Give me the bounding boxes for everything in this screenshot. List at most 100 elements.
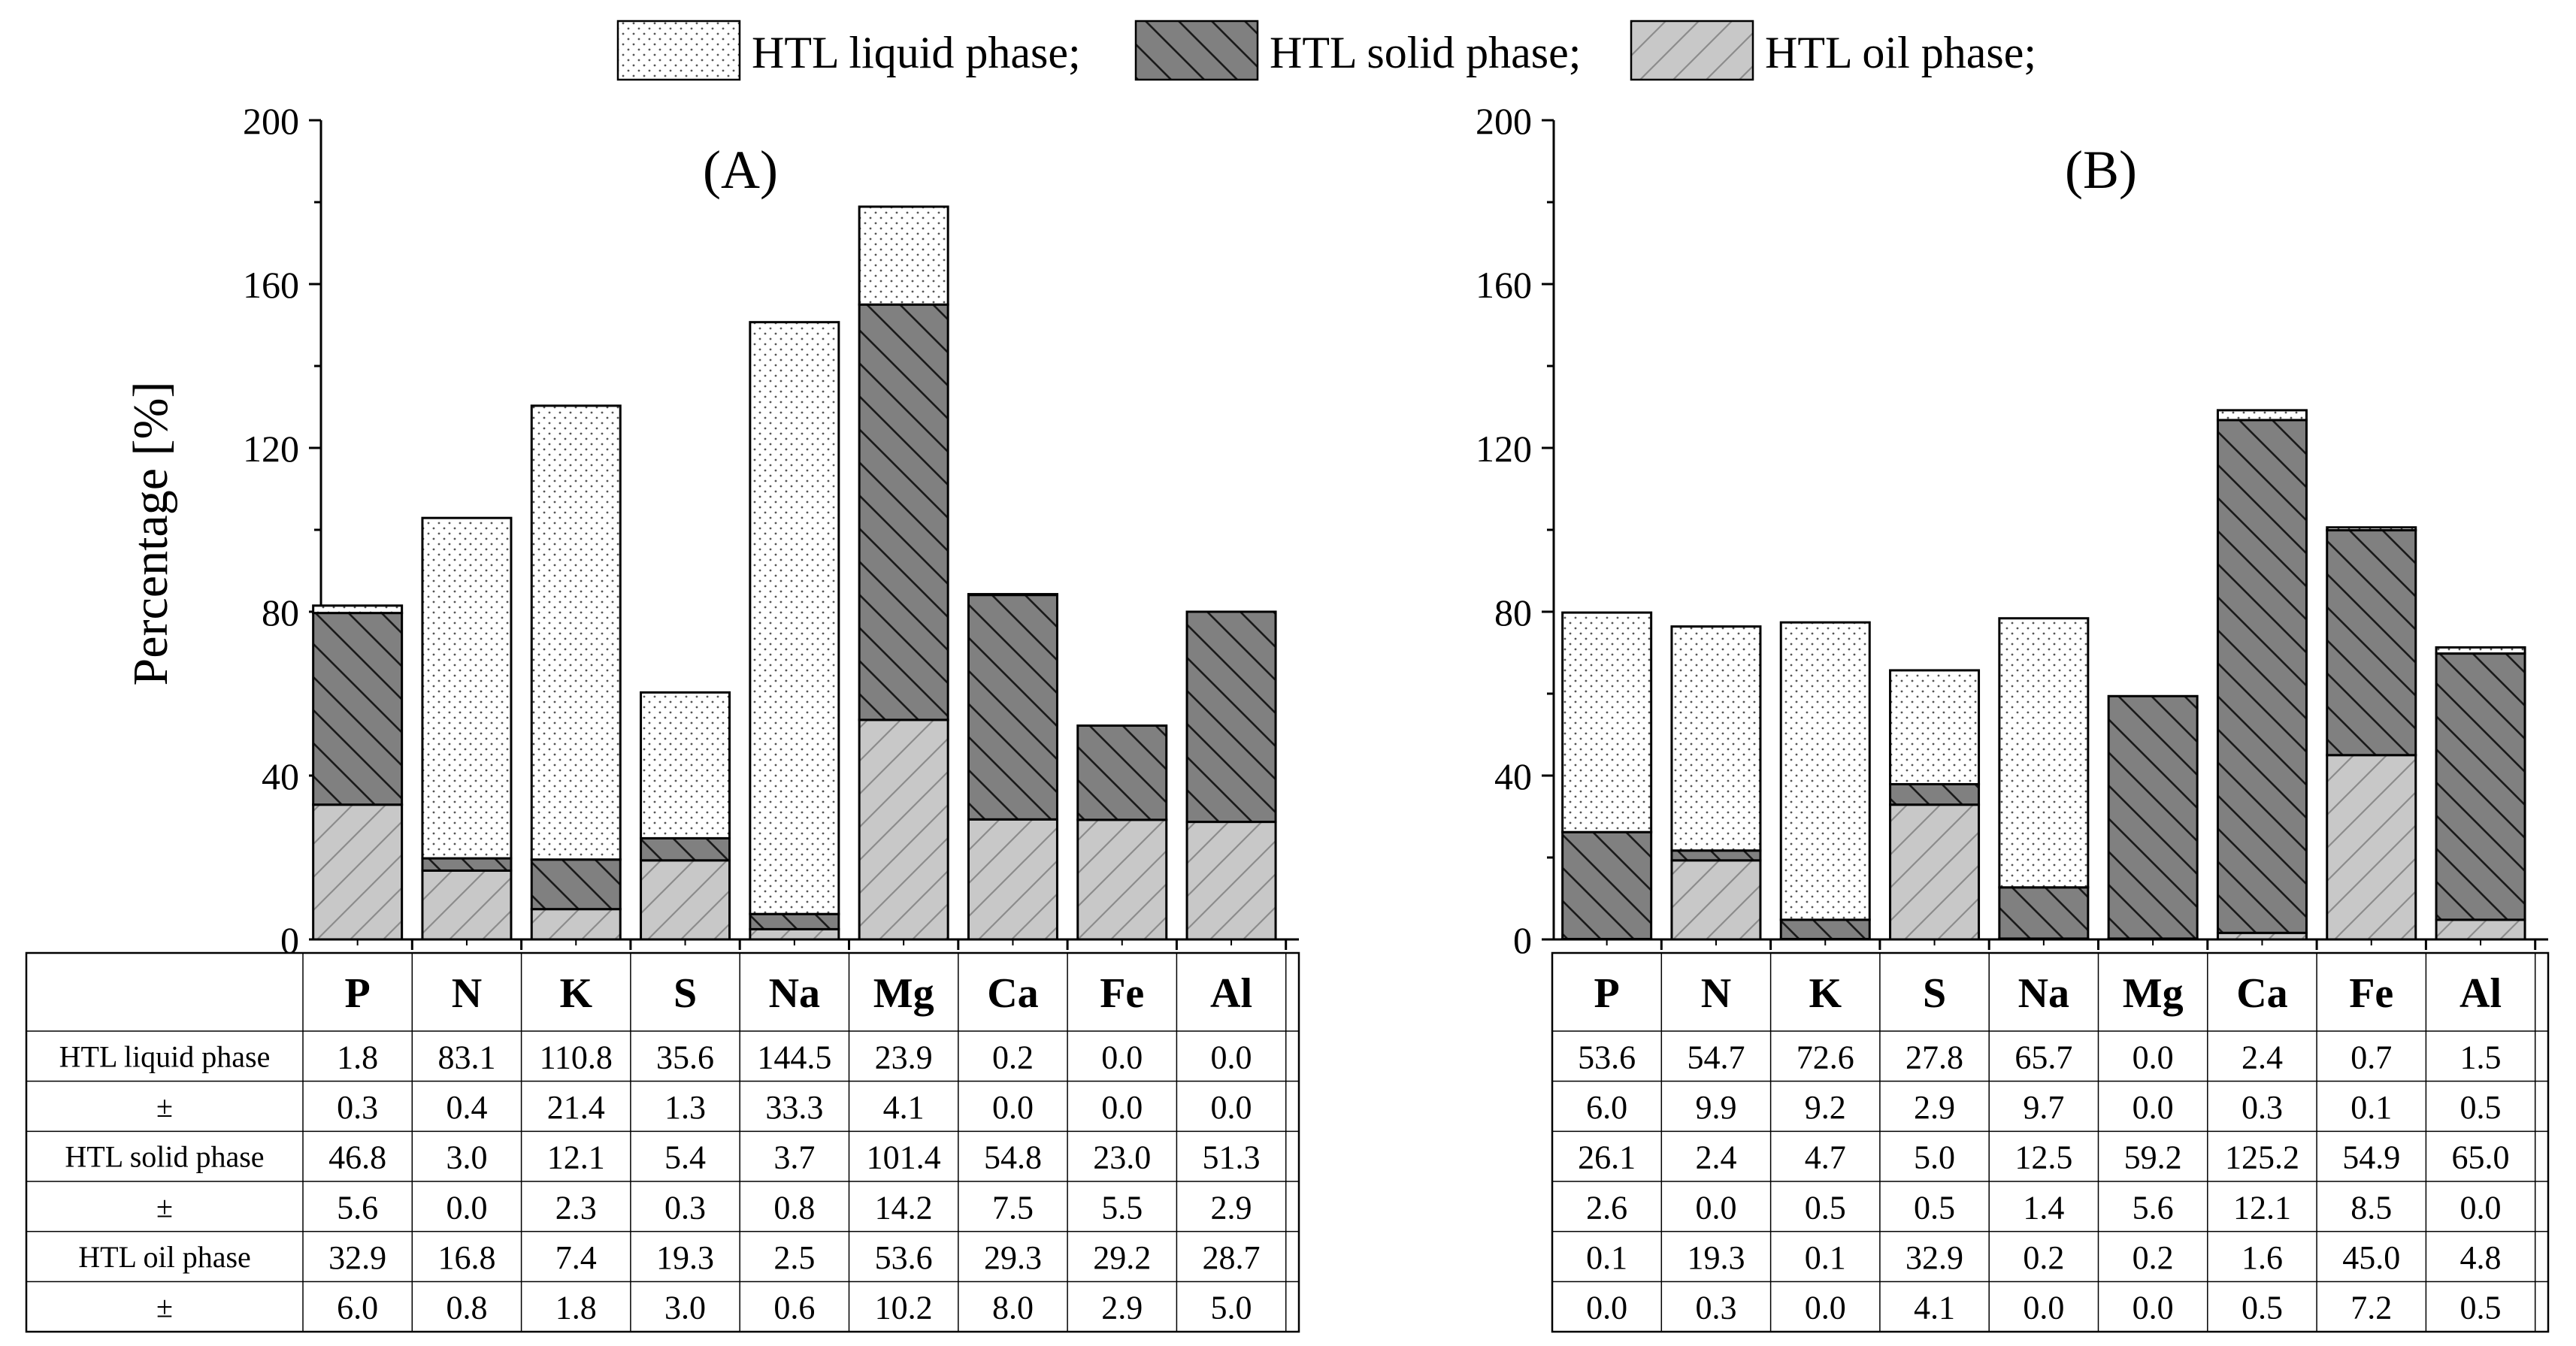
table-header-cell: Al: [2459, 970, 2502, 1017]
table-cell: 9.2: [1805, 1089, 1846, 1126]
table-cell: 110.8: [540, 1039, 613, 1075]
bar-oil-s: [640, 859, 731, 941]
table-cell: 0.0: [1805, 1290, 1846, 1326]
table-border: [25, 951, 1300, 1333]
table-row-label: ±: [156, 1190, 173, 1223]
table-header-cell: Na: [2018, 970, 2069, 1017]
table-cell: 4.8: [2460, 1239, 2502, 1276]
table-cell: 5.4: [664, 1139, 706, 1176]
table-header-cell: Fe: [1100, 970, 1144, 1017]
table-header-cell: Ca: [987, 970, 1038, 1017]
bar-solid-s: [640, 836, 731, 862]
table-cell: 12.5: [2014, 1139, 2072, 1176]
table-cell: 125.2: [2225, 1139, 2299, 1176]
table-cell: 2.6: [1586, 1189, 1627, 1226]
bar-liquid-k: [530, 404, 622, 861]
table-cell: 53.6: [875, 1239, 933, 1276]
panel-title: (B): [2065, 140, 2137, 200]
legend-label-solid: HTL solid phase;: [1270, 28, 1581, 77]
table-cell: 0.3: [337, 1089, 378, 1126]
table-cell: 0.5: [2460, 1089, 2502, 1126]
table-cell: 0.4: [446, 1089, 487, 1126]
table-cell: 0.2: [2133, 1239, 2174, 1276]
table-cell: 101.4: [867, 1139, 941, 1176]
table-header-cell: Fe: [2349, 970, 2393, 1017]
bar-solid-s: [1889, 782, 1981, 806]
table-cell: 0.2: [992, 1039, 1034, 1075]
panel-a: Percentage [%] (A) 0 40 80 120 160 200 P N K S Na M…: [25, 100, 1300, 1333]
table-cell: 3.0: [664, 1290, 706, 1326]
table-cell: 8.0: [992, 1290, 1034, 1326]
table-cell: 35.6: [656, 1039, 714, 1075]
table-cell: 5.6: [337, 1189, 378, 1226]
table-cell: 0.0: [2023, 1290, 2064, 1326]
y-tick-label: 200: [243, 100, 299, 142]
bar-oil-al: [2435, 918, 2526, 941]
y-tick-label: 160: [243, 264, 299, 306]
bar-solid-mg: [2107, 694, 2199, 940]
table-cell: 0.0: [1695, 1189, 1736, 1226]
table-cell: 23.0: [1093, 1139, 1151, 1176]
table-cell: 0.3: [2242, 1089, 2283, 1126]
table-cell: 0.1: [1586, 1239, 1627, 1276]
bar-liquid-na: [749, 321, 840, 915]
table-header-cell: Mg: [2123, 970, 2184, 1017]
table-cell: 6.0: [1586, 1089, 1627, 1126]
table-cell: 0.0: [1586, 1290, 1627, 1326]
table-cell: 27.8: [1906, 1039, 1963, 1075]
table-cell: 0.0: [2460, 1189, 2502, 1226]
bar-solid-p: [312, 612, 404, 806]
panel-b: (B) 0 40 80 120 160 200 P N K S Na Mg Ca Fe Al 53.6 54.7…: [1476, 100, 2550, 1333]
bar-oil-na: [749, 927, 840, 941]
bar-liquid-ca: [2216, 409, 2308, 422]
table-cell: 54.8: [984, 1139, 1042, 1176]
y-tick-label: 120: [1476, 428, 1532, 470]
bar-solid-al: [1185, 610, 1277, 824]
y-tick-label: 40: [1494, 755, 1532, 797]
bar-liquid-mg: [858, 205, 949, 306]
bar-solid-fe: [2326, 529, 2417, 757]
table-cell: 21.4: [547, 1089, 605, 1126]
bar-solid-na: [1998, 886, 2090, 940]
legend-swatch-liquid: [616, 20, 741, 81]
table-cell: 3.7: [773, 1139, 815, 1176]
table-cell: 2.9: [1101, 1290, 1143, 1326]
bar-liquid-k: [1779, 621, 1871, 921]
table-cell: 28.7: [1203, 1239, 1261, 1276]
table-cell: 46.8: [328, 1139, 386, 1176]
table-cell: 83.1: [437, 1039, 495, 1075]
bar-solid-k: [530, 858, 622, 911]
table-cell: 1.8: [337, 1039, 378, 1075]
table-cell: 0.0: [1211, 1039, 1252, 1075]
table-cell: 0.8: [446, 1290, 487, 1326]
table-cell: 0.0: [992, 1089, 1034, 1126]
table-header-cell: N: [1701, 970, 1731, 1017]
table-cell: 0.0: [1211, 1089, 1252, 1126]
y-tick-label: 0: [280, 919, 299, 961]
bar-liquid-p: [1561, 611, 1653, 833]
table-cell: 0.0: [446, 1189, 487, 1226]
table-cell: 29.2: [1093, 1239, 1151, 1276]
table-cell: 29.3: [984, 1239, 1042, 1276]
table-cell: 45.0: [2342, 1239, 2400, 1276]
bar-oil-al: [1185, 821, 1277, 941]
table-cell: 6.0: [337, 1290, 378, 1326]
table-cell: 0.2: [2023, 1239, 2064, 1276]
table-cell: 0.1: [1805, 1239, 1846, 1276]
table-cell: 0.1: [2350, 1089, 2392, 1126]
table-header-cell: S: [674, 970, 697, 1017]
bar-oil-s: [1889, 803, 1981, 941]
table-cell: 7.2: [2350, 1290, 2392, 1326]
table-cell: 65.7: [2014, 1039, 2072, 1075]
table-row-label: HTL oil phase: [78, 1240, 251, 1274]
bar-oil-k: [530, 908, 622, 941]
table-cell: 5.6: [2133, 1189, 2174, 1226]
y-tick-label: 80: [1494, 591, 1532, 634]
table-cell: 4.1: [883, 1089, 925, 1126]
table-row-label: ±: [156, 1290, 173, 1324]
bar-solid-p: [1561, 830, 1653, 940]
table-cell: 26.1: [1578, 1139, 1636, 1176]
table-cell: 0.5: [2460, 1290, 2502, 1326]
table-row-label: ±: [156, 1090, 173, 1124]
